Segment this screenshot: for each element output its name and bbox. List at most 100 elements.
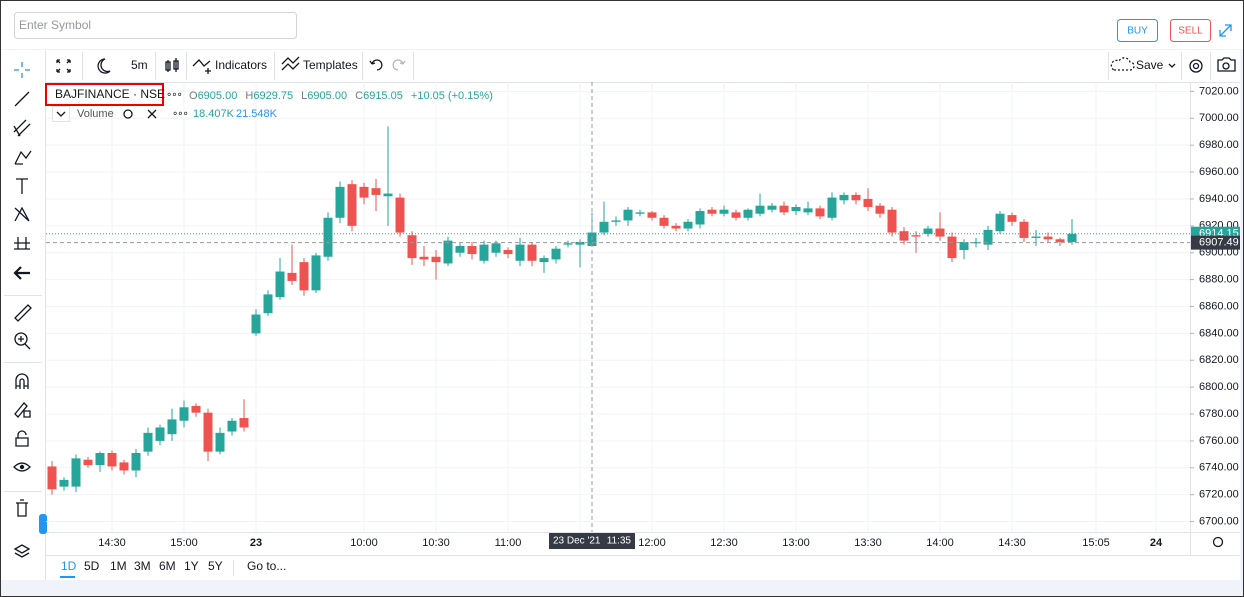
candle-body [191,405,201,413]
candle-body [971,241,981,244]
chart-type-button[interactable] [165,58,179,72]
y-tick-label: 6780.00 [1199,408,1239,420]
goto-button[interactable]: Go to... [247,559,286,573]
candle-body [647,212,657,218]
crosshair-price-tag [1191,235,1240,250]
volume-settings[interactable] [123,109,133,119]
lock-tool[interactable] [15,430,29,447]
collapse-handle[interactable] [39,514,47,534]
volume-toggle[interactable] [52,106,70,122]
range-button[interactable]: 6M [159,559,176,573]
axis-settings[interactable] [1212,536,1224,548]
candle-body [911,235,921,237]
save-menu[interactable] [1168,63,1176,68]
y-tick-label: 6860.00 [1199,300,1239,312]
candle-body [263,294,273,314]
magnet-tool[interactable] [15,373,29,389]
expand-icon[interactable] [1219,24,1232,37]
crosshair-tool[interactable] [14,62,30,78]
top-toolbar [46,50,1240,82]
candle-body [155,427,165,441]
x-tick-label: 13:30 [854,537,882,549]
candle-body [95,453,105,466]
candle-body [359,186,369,198]
candle-body [1031,236,1041,238]
candle-body [347,184,357,226]
x-tick-label: 14:30 [998,537,1026,549]
ohlc-legend: O6905.00 H6929.75 L6905.00 C6915.05 +10.… [189,90,493,102]
symbol-input[interactable] [14,12,297,39]
range-buttons: 1D 5D 1M 3M 6M 1Y 5Y [60,559,223,578]
x-tick-label: 23 [250,537,262,549]
visibility-tool[interactable] [13,462,31,472]
more-dots[interactable]: ∘∘∘ [166,90,183,101]
settings-button[interactable] [1189,59,1203,73]
text-tool[interactable] [16,178,28,194]
brush-tool[interactable] [14,150,32,165]
x-tick-label: 10:00 [350,537,378,549]
snapshot-button[interactable] [1217,57,1236,72]
x-tick-label: 24 [1150,537,1163,549]
candle-body [779,205,789,213]
save-button[interactable]: Save [1136,58,1164,72]
candle-body [935,228,945,237]
templates-icon [281,56,300,71]
undo-button[interactable] [369,59,383,71]
range-button[interactable]: 1D [61,559,77,573]
x-tick-label: 10:30 [422,537,450,549]
range-button[interactable]: 3M [134,559,151,573]
candle-body [47,466,57,490]
fullscreen-button[interactable] [56,59,71,73]
candle-body [767,205,777,210]
y-tick-label: 6880.00 [1199,274,1239,286]
legend-key: H [245,90,253,102]
fib-tool[interactable] [13,119,31,137]
symbol-box[interactable] [45,83,164,106]
x-tick-label: 12:30 [710,537,738,549]
volume-remove[interactable] [147,109,157,119]
zoom-tool[interactable] [14,332,28,346]
candle-body [539,258,549,263]
interval-button[interactable]: 5m [131,58,148,72]
range-button[interactable]: 1Y [184,559,199,573]
back-tool[interactable] [13,266,30,280]
range-button[interactable]: 1M [110,559,127,573]
trendline-tool[interactable] [14,91,30,107]
range-button[interactable]: 5Y [208,559,223,573]
y-tick-label: 6820.00 [1199,354,1239,366]
trash-tool[interactable] [16,499,28,517]
prediction-tool[interactable] [14,237,30,250]
cloud-icon [1110,57,1135,71]
range-button[interactable]: 5D [84,559,100,573]
y-tick-label: 6760.00 [1199,435,1239,447]
candle-body [815,208,825,217]
candle-body [83,459,93,466]
lock-draw-tool[interactable] [14,402,31,418]
candle-body [311,255,321,291]
legend-key: L [301,90,307,102]
candle-body [731,212,741,218]
candle-body [1055,239,1065,242]
volume-more[interactable]: ∘∘∘ [172,109,189,120]
theme-button[interactable] [97,58,111,74]
pattern-tool[interactable] [14,206,30,222]
y-tick-label: 7000.00 [1199,112,1239,124]
y-tick-label: 6940.00 [1199,193,1239,205]
ruler-tool[interactable] [14,304,32,322]
candle-body [59,479,69,487]
y-tick-label: 6840.00 [1199,327,1239,339]
sell-button[interactable] [1170,19,1211,42]
x-tick-label: 15:00 [170,537,198,549]
redo-button[interactable] [392,59,406,71]
candle-body [671,225,681,229]
templates-button[interactable]: Templates [303,58,358,72]
indicators-button[interactable]: Indicators [215,58,267,72]
snapshot-detail [1222,62,1230,70]
candle-body [527,244,537,261]
buy-button[interactable] [1117,19,1158,42]
candle-body [119,462,129,471]
layers-tool[interactable] [13,544,31,558]
candle-body [827,197,837,218]
legend-key: O [189,90,198,102]
